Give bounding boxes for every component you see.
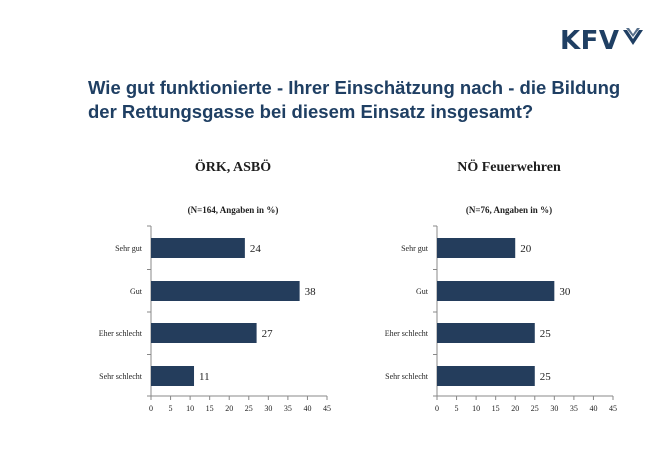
bar [151,366,195,386]
x-tick-label: 35 [570,404,578,413]
x-tick-label: 35 [284,404,292,413]
bar [437,323,535,343]
chart-title-oerk: ÖRK, ASBÖ [194,160,272,175]
eagle-logo-icon [622,27,644,52]
bar [437,366,535,386]
x-tick-label: 20 [511,404,519,413]
value-label: 11 [199,371,210,383]
x-tick-label: 10 [472,404,480,413]
logo-text: KFV [560,26,620,56]
x-tick-label: 40 [303,404,311,413]
x-tick-label: 15 [492,404,500,413]
bar [437,238,516,258]
category-label: Sehr gut [401,244,429,253]
x-tick-label: 45 [609,404,617,413]
value-label: 20 [520,243,532,255]
chart-subtitle-oerk: (N=164, Angaben in %) [187,205,279,215]
chart-subtitle-feuerwehr: (N=76, Angaben in %) [465,205,553,215]
bar [437,281,555,301]
x-tick-label: 30 [264,404,272,413]
kfv-logo: KFV [560,26,644,56]
x-tick-label: 10 [186,404,194,413]
x-tick-label: 25 [531,404,539,413]
value-label: 38 [305,286,317,298]
category-label: Sehr schlecht [385,372,429,381]
bar [151,281,300,301]
x-tick-label: 15 [206,404,214,413]
category-label: Gut [130,287,143,296]
category-label: Gut [416,287,429,296]
chart-title-feuerwehr: NÖ Feuerwehren [457,160,561,175]
category-label: Eher schlecht [99,329,143,338]
bar [151,323,257,343]
value-label: 24 [250,243,262,255]
category-label: Eher schlecht [385,329,429,338]
x-tick-label: 20 [225,404,233,413]
value-label: 25 [540,328,552,340]
category-label: Sehr schlecht [99,372,143,381]
x-tick-label: 5 [169,404,173,413]
category-label: Sehr gut [115,244,143,253]
value-label: 27 [262,328,274,340]
x-tick-label: 0 [435,404,439,413]
page-question: Wie gut funktionierte - Ihrer Einschätzu… [88,77,621,122]
x-tick-label: 45 [323,404,331,413]
value-label: 25 [540,371,552,383]
x-tick-label: 30 [550,404,558,413]
x-tick-label: 25 [245,404,253,413]
x-tick-label: 5 [455,404,459,413]
x-tick-label: 0 [149,404,153,413]
bar [151,238,245,258]
value-label: 30 [559,286,571,298]
x-tick-label: 40 [589,404,597,413]
